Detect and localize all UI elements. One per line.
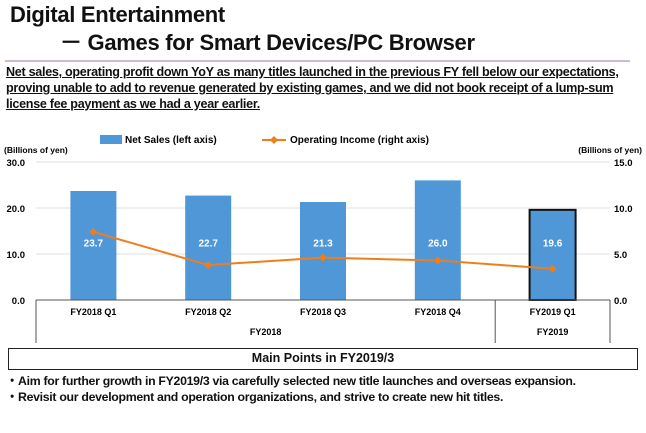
left-tick-label: 20.0	[7, 204, 26, 215]
legend-line-marker	[270, 136, 278, 144]
main-points-header: Main Points in FY2019/3	[8, 348, 638, 370]
right-tick-label: 0.0	[614, 296, 627, 307]
right-tick-label: 15.0	[614, 158, 633, 169]
category-label: FY2018 Q4	[415, 307, 461, 317]
net-sales-data-label: 21.3	[313, 239, 333, 250]
legend-net-sales: Net Sales (left axis)	[125, 135, 217, 146]
net-sales-data-label: 22.7	[198, 239, 218, 250]
category-label: FY2018 Q3	[300, 307, 346, 317]
operating-income-point	[548, 264, 557, 273]
group-label: FY2018	[250, 327, 282, 337]
right-tick-label: 10.0	[614, 204, 633, 215]
main-point-item: ・Revisit our development and operation o…	[6, 390, 504, 404]
legend-operating-income: Operating Income (right axis)	[290, 135, 429, 146]
net-sales-data-label: 19.6	[543, 239, 563, 250]
net-sales-bar	[185, 195, 232, 300]
left-axis-title: (Billions of yen)	[4, 145, 68, 155]
operating-income-point	[204, 261, 213, 270]
net-sales-bar	[414, 180, 461, 300]
operating-income-point	[433, 256, 442, 265]
legend-bar-swatch	[100, 135, 122, 144]
group-label: FY2019	[537, 327, 569, 337]
left-tick-label: 30.0	[7, 158, 26, 169]
page-title: Digital Entertainment	[10, 2, 225, 27]
net-sales-bar	[528, 208, 577, 301]
main-points-list: ・Aim for further growth in FY2019/3 via …	[6, 373, 642, 405]
main-point-item: ・Aim for further growth in FY2019/3 via …	[6, 374, 576, 388]
category-label: FY2018 Q2	[185, 307, 231, 317]
left-tick-label: 10.0	[7, 250, 26, 261]
left-tick-label: 0.0	[12, 296, 25, 307]
operating-income-point	[89, 227, 98, 236]
operating-income-point	[319, 253, 327, 262]
net-sales-bar	[300, 202, 346, 300]
summary-text: Net sales, operating profit down YoY as …	[6, 65, 619, 111]
net-sales-data-label: 26.0	[428, 239, 448, 250]
page-subtitle: － Games for Smart Devices/PC Browser	[60, 30, 475, 55]
category-label: FY2018 Q1	[70, 307, 116, 317]
net-sales-data-label: 23.7	[84, 239, 104, 250]
divider	[5, 60, 630, 62]
right-axis-title: (Billions of yen)	[578, 145, 642, 155]
net-sales-bar	[70, 190, 117, 300]
right-tick-label: 5.0	[614, 250, 627, 261]
category-label: FY2019 Q1	[530, 307, 576, 317]
